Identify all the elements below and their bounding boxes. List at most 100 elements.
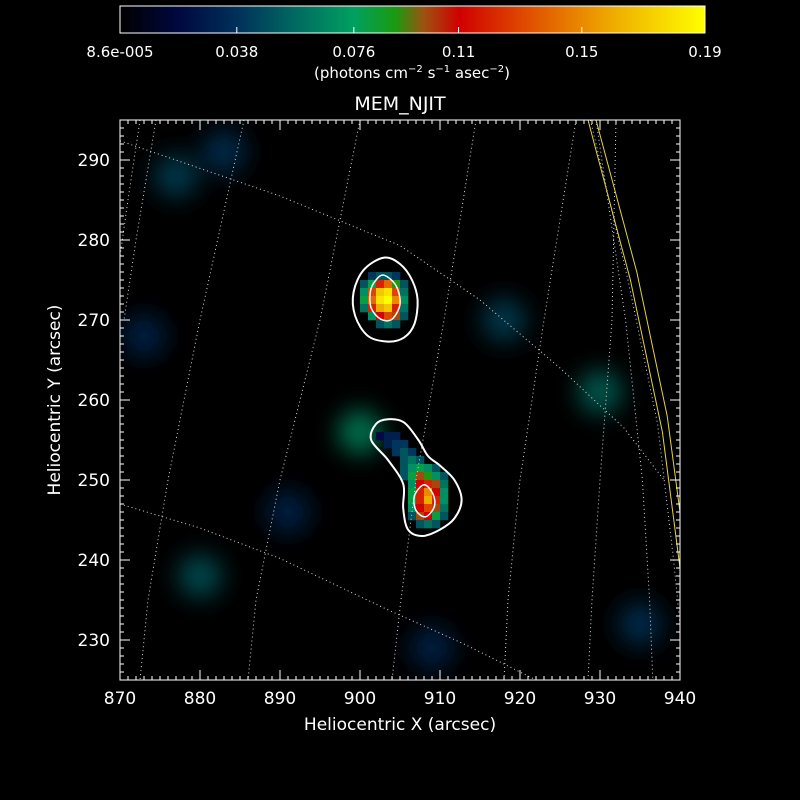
colorbar-tick-label: 0.076 xyxy=(332,43,375,61)
heatmap-pixel xyxy=(400,440,409,449)
heatmap-pixel xyxy=(376,288,385,297)
y-tick-label: 230 xyxy=(78,631,110,651)
colorbar-tick-label: 0.19 xyxy=(688,43,721,61)
x-tick-labels: 870 880 890 900 910 920 930 940 xyxy=(104,689,696,709)
heatmap-pixel xyxy=(392,288,401,297)
background-blob xyxy=(618,602,662,646)
heatmap-pixel xyxy=(416,496,425,505)
heatmap-pixel xyxy=(416,480,425,489)
background-blob xyxy=(154,154,198,198)
heatmap-pixel xyxy=(432,480,441,489)
y-tick-label: 280 xyxy=(78,231,110,251)
y-tick-label: 270 xyxy=(78,311,110,331)
grid-line xyxy=(503,120,577,680)
contour-inner xyxy=(369,274,401,322)
heatmap-pixel xyxy=(408,448,417,457)
grid-line xyxy=(120,503,538,680)
heatmap-pixel xyxy=(424,464,433,473)
heatmap-pixel xyxy=(360,296,369,305)
heatmap-pixel xyxy=(392,296,401,305)
heatmap-pixel xyxy=(416,512,425,521)
heatmap-pixel xyxy=(360,304,369,313)
contour-outer xyxy=(351,256,419,343)
grid-line xyxy=(587,120,617,680)
contour-inner xyxy=(413,484,436,518)
heatmap-pixel xyxy=(416,488,425,497)
heatmap-pixel xyxy=(376,432,385,441)
colorbar-tick-label: 8.6e-005 xyxy=(86,43,153,61)
heatmap-pixel xyxy=(432,512,441,521)
x-tick-label: 880 xyxy=(184,689,216,709)
y-tick-labels: 230 240 250 260 270 280 290 xyxy=(78,151,110,651)
heatmap-pixel xyxy=(408,464,417,473)
heatmap-pixel xyxy=(408,472,417,481)
grid-line xyxy=(123,120,157,321)
heatmap-pixel xyxy=(424,480,433,489)
heatmap-pixel xyxy=(376,280,385,289)
plot-layer xyxy=(120,120,680,680)
heatmap-pixel xyxy=(384,296,393,305)
grid-line xyxy=(247,120,361,680)
heatmap-pixel xyxy=(416,504,425,513)
heatmap-pixel xyxy=(400,312,409,321)
limb-line xyxy=(595,120,680,513)
heatmap-pixel xyxy=(400,304,409,313)
heatmap-pixel xyxy=(384,440,393,449)
background-blob xyxy=(122,314,166,358)
heatmap-pixel xyxy=(424,504,433,513)
heatmap-pixel xyxy=(376,312,385,321)
background-emission xyxy=(122,130,662,670)
heatmap-pixel xyxy=(384,288,393,297)
x-tick-label: 900 xyxy=(344,689,376,709)
grid-line xyxy=(139,120,245,680)
solar-limb xyxy=(587,120,680,569)
heatmap-pixel xyxy=(400,288,409,297)
limb-line xyxy=(587,120,680,569)
heatmap-pixel xyxy=(368,272,377,281)
x-tick-label: 890 xyxy=(264,689,296,709)
background-blob xyxy=(202,130,246,174)
heatmap-pixel xyxy=(416,456,425,465)
heatmap-pixel xyxy=(408,456,417,465)
contours xyxy=(351,256,463,538)
heatmap-pixel xyxy=(376,304,385,313)
heatmap-pixel xyxy=(416,472,425,481)
heatmap-pixel xyxy=(440,496,449,505)
heatmap-pixel xyxy=(400,448,409,457)
contour-outer xyxy=(369,418,463,538)
grid-line xyxy=(120,140,665,481)
heatmap-pixel xyxy=(392,432,401,441)
heatmap-pixel xyxy=(424,488,433,497)
heatmap-pixel xyxy=(440,480,449,489)
heatmap-pixel xyxy=(432,520,441,529)
heatmap-pixel xyxy=(400,456,409,465)
heatmap-pixel xyxy=(392,440,401,449)
heatmap-pixel xyxy=(392,304,401,313)
background-blob xyxy=(338,410,382,454)
heatmap-pixel xyxy=(384,280,393,289)
x-tick-label: 930 xyxy=(584,689,616,709)
x-tick-label: 870 xyxy=(104,689,136,709)
colorbar-ticks: 8.6e-005 0.038 0.076 0.11 0.15 0.19 xyxy=(86,27,722,61)
heatmap-pixel xyxy=(432,496,441,505)
x-tick-label: 910 xyxy=(424,689,456,709)
heatmap-pixel xyxy=(384,432,393,441)
heatmap-pixel xyxy=(392,448,401,457)
colorbar-tick-label: 0.11 xyxy=(442,43,475,61)
heatmap-pixel xyxy=(376,320,385,329)
heatmap-pixel xyxy=(424,496,433,505)
heatmap-pixel xyxy=(408,512,417,521)
y-axis-label: Heliocentric Y (arcsec) xyxy=(45,305,65,496)
y-tick-label: 240 xyxy=(78,551,110,571)
colorbar-tick-label: 0.15 xyxy=(565,43,598,61)
heatmap-pixel xyxy=(432,488,441,497)
heatmap-pixel xyxy=(432,464,441,473)
background-blob xyxy=(178,554,222,598)
heatmap-pixel xyxy=(440,472,449,481)
heatmap-pixel xyxy=(368,296,377,305)
y-tick-label: 250 xyxy=(78,471,110,491)
heatmap-pixel xyxy=(400,464,409,473)
heatmap-pixel xyxy=(392,312,401,321)
heatmap-pixel xyxy=(440,488,449,497)
